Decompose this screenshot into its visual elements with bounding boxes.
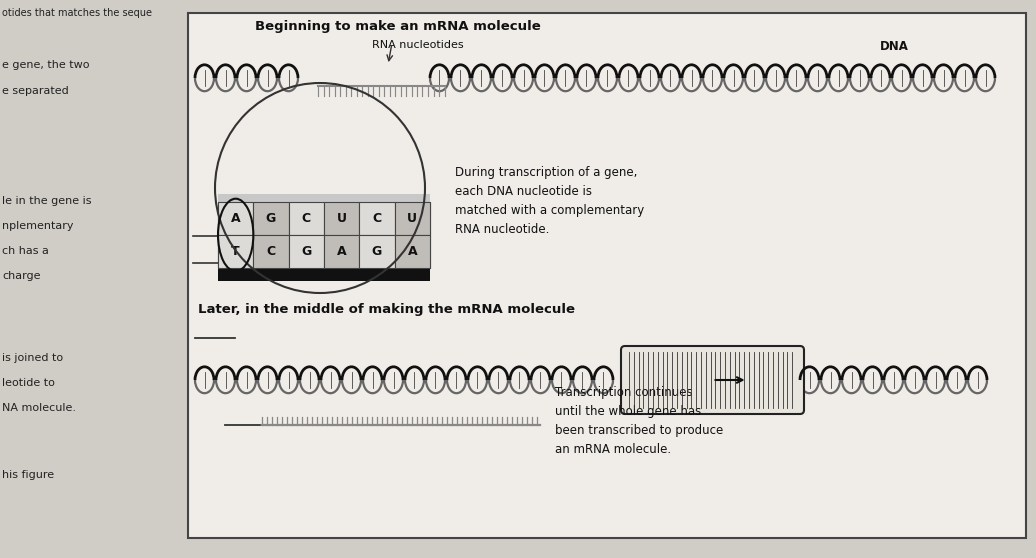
Bar <box>218 194 430 202</box>
Text: leotide to: leotide to <box>2 378 55 388</box>
Text: RNA nucleotides: RNA nucleotides <box>372 40 464 50</box>
Text: G: G <box>266 212 277 225</box>
Text: nplementary: nplementary <box>2 221 74 231</box>
FancyBboxPatch shape <box>621 346 804 414</box>
Bar <box>395 235 430 268</box>
Text: Transcription continues
until the whole gene has
been transcribed to produce
an : Transcription continues until the whole … <box>555 386 723 456</box>
Text: NA molecule.: NA molecule. <box>2 403 76 413</box>
Text: C: C <box>372 212 381 225</box>
Text: T: T <box>231 245 240 258</box>
Bar <box>289 235 324 268</box>
Bar <box>324 235 359 268</box>
Text: ch has a: ch has a <box>2 246 49 256</box>
Text: Later, in the middle of making the mRNA molecule: Later, in the middle of making the mRNA … <box>198 303 575 316</box>
Bar <box>218 268 430 281</box>
Bar <box>254 235 289 268</box>
Text: A: A <box>337 245 346 258</box>
Text: U: U <box>407 212 418 225</box>
Text: otides that matches the seque: otides that matches the seque <box>2 8 152 18</box>
Text: U: U <box>337 212 347 225</box>
Bar <box>218 202 254 235</box>
Text: his figure: his figure <box>2 470 54 480</box>
Bar <box>359 235 395 268</box>
Bar <box>218 202 430 268</box>
Text: e gene, the two: e gene, the two <box>2 60 89 70</box>
Text: G: G <box>301 245 312 258</box>
Text: During transcription of a gene,
each DNA nucleotide is
matched with a complement: During transcription of a gene, each DNA… <box>455 166 644 236</box>
Bar <box>254 202 289 235</box>
Text: charge: charge <box>2 271 40 281</box>
Bar <box>324 202 359 235</box>
Text: Beginning to make an mRNA molecule: Beginning to make an mRNA molecule <box>255 20 541 33</box>
Bar <box>289 202 324 235</box>
Bar <box>395 202 430 235</box>
Text: A: A <box>407 245 418 258</box>
Text: C: C <box>266 245 276 258</box>
Bar <box>218 235 254 268</box>
FancyBboxPatch shape <box>188 13 1026 538</box>
Text: A: A <box>231 212 240 225</box>
Text: DNA: DNA <box>880 40 909 53</box>
Bar <box>359 202 395 235</box>
Text: e separated: e separated <box>2 86 68 96</box>
Text: C: C <box>301 212 311 225</box>
Text: le in the gene is: le in the gene is <box>2 196 91 206</box>
Text: G: G <box>372 245 382 258</box>
Text: is joined to: is joined to <box>2 353 63 363</box>
